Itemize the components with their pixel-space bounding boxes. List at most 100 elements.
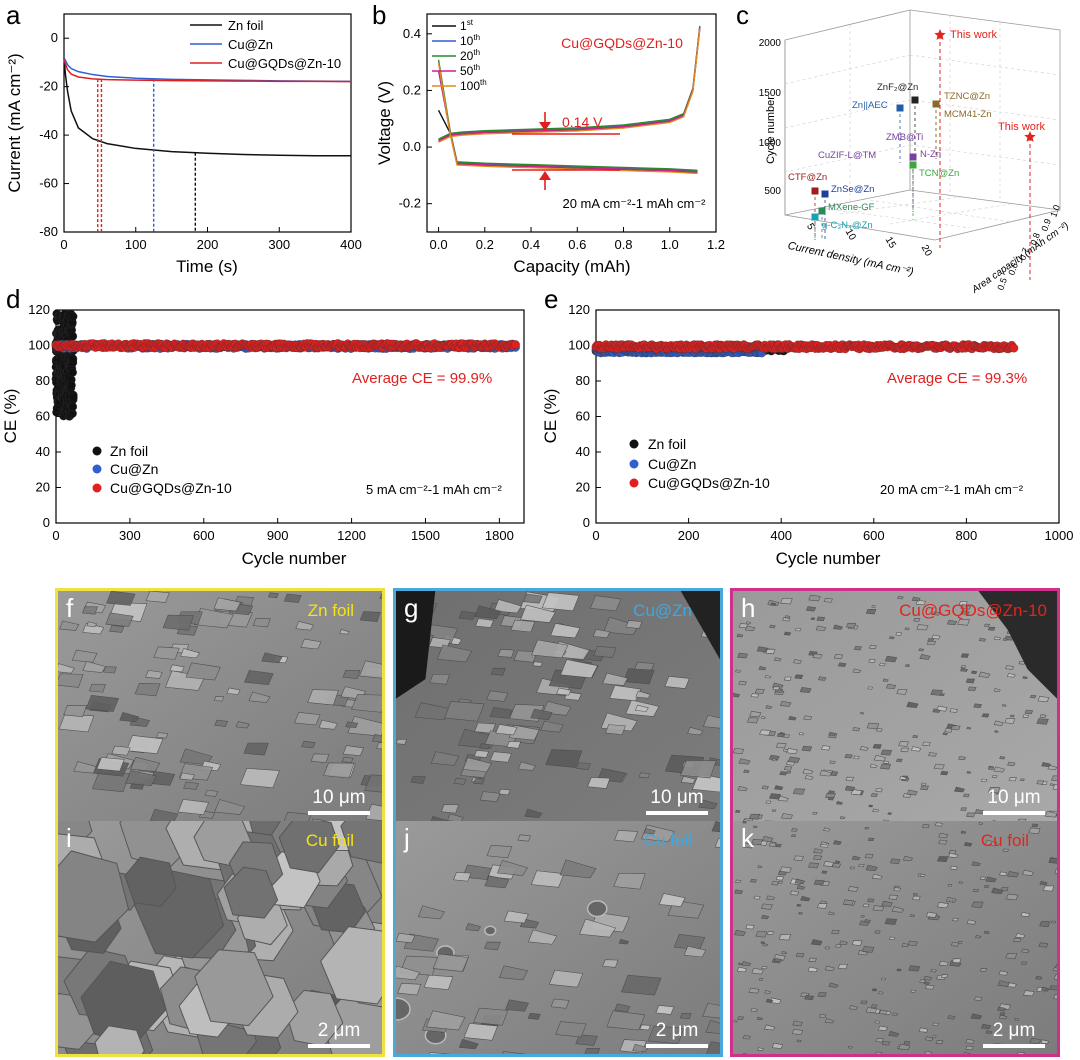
- scale-bar: 2 μm: [646, 1020, 708, 1048]
- legend-cu-gqds-zn: Cu@GQDs@Zn-10: [648, 475, 770, 491]
- x-tick-label: 300: [119, 528, 141, 543]
- z-tick-label: 1500: [759, 88, 782, 99]
- y-tick-label: 0.9: [1039, 217, 1053, 232]
- x-tick-label: 400: [770, 528, 792, 543]
- condition-label: 20 mA cm⁻²-1 mAh cm⁻²: [880, 482, 1024, 497]
- z-tick-label: 2000: [759, 38, 782, 49]
- x-tick-label: 200: [678, 528, 700, 543]
- sem-image-i: i Cu foil 2 μm: [55, 821, 385, 1057]
- point-label: This work: [998, 121, 1046, 133]
- sem-image-k: k Cu foil 2 μm: [730, 821, 1060, 1057]
- sem-sample-label: Cu@Zn: [633, 601, 692, 620]
- panel-letter-e: e: [544, 284, 559, 314]
- y-tick-label: 1.0: [1048, 203, 1062, 218]
- panel-letter-b: b: [372, 0, 387, 30]
- panel-letter-f: f: [66, 593, 74, 623]
- y-tick-label: -40: [39, 127, 58, 142]
- sample-label: Cu@GQDs@Zn-10: [561, 35, 683, 51]
- point-label: ZnF₂@Zn: [877, 82, 918, 93]
- panel-letter-a: a: [6, 0, 21, 30]
- y-tick-label: 60: [36, 409, 50, 424]
- series-2: [51, 339, 520, 353]
- sem-sample-label: Cu foil: [305, 831, 354, 850]
- x-tick-label: 1500: [411, 528, 440, 543]
- overpotential-arrows: [512, 112, 620, 190]
- x-tick-label: 0.8: [614, 237, 632, 252]
- point-marker: [811, 187, 819, 195]
- x-tick-label: 0.6: [568, 237, 586, 252]
- scale-bar: 10 μm: [646, 787, 708, 815]
- sem-image-h: h Cu@GQDs@Zn-10 10 μm: [730, 588, 1060, 821]
- x-tick-label: 0.2: [476, 237, 494, 252]
- y-axis-label: CE (%): [1, 389, 20, 444]
- y-tick-label: 20: [576, 480, 590, 495]
- point-marker: [909, 161, 917, 169]
- x-axis-label: Capacity (mAh): [513, 257, 630, 276]
- scale-bar: 10 μm: [983, 787, 1045, 815]
- y-axis-label: Voltage (V): [375, 81, 394, 165]
- x-tick-label: 0: [52, 528, 59, 543]
- point-marker: [818, 207, 826, 215]
- legend: Zn foil Cu@Zn Cu@GQDs@Zn-10: [629, 436, 770, 491]
- 3d-grid: [784, 15, 1061, 229]
- sem-sample-label: Cu@GQDs@Zn-10: [899, 601, 1047, 620]
- y-tick-label: -0.2: [399, 196, 421, 211]
- scale-bar-label: 2 μm: [317, 1020, 361, 1041]
- star-marker: [934, 29, 946, 40]
- legend-cu-zn: Cu@Zn: [648, 456, 696, 472]
- scale-bar: 10 μm: [308, 787, 370, 815]
- y-tick-label: 0.8: [1028, 231, 1042, 246]
- x-axis-label: Cycle number: [776, 549, 881, 568]
- average-ce-label: Average CE = 99.9%: [352, 370, 492, 387]
- x-tick-label: 1.0: [661, 237, 679, 252]
- point-label: This work: [950, 29, 998, 41]
- scale-bar-label: 10 μm: [987, 787, 1041, 808]
- x-tick-label: 0.0: [430, 237, 448, 252]
- legend-cu-zn: Cu@Zn: [228, 37, 273, 52]
- panel-letter-i: i: [66, 823, 72, 853]
- x-axis-label: Cycle number: [242, 549, 347, 568]
- x-tick-label: 1.2: [707, 237, 725, 252]
- panel-letter-j: j: [404, 823, 410, 853]
- condition-label: 20 mA cm⁻²-1 mAh cm⁻²: [562, 196, 706, 211]
- y-tick-label: 80: [576, 373, 590, 388]
- y-tick-label: 20: [36, 480, 50, 495]
- panel-letter-h: h: [741, 593, 756, 623]
- legend: Zn foil Cu@Zn Cu@GQDs@Zn-10: [92, 443, 232, 496]
- point-label: CTF@Zn: [788, 172, 827, 183]
- condition-label: 5 mA cm⁻²-1 mAh cm⁻²: [366, 482, 502, 497]
- series-2: [591, 340, 1019, 354]
- y-tick-label: -60: [39, 176, 58, 191]
- point-label: g-C₃N₄@Zn: [822, 220, 873, 231]
- point-label: ZMB@Ti: [886, 132, 923, 143]
- x-tick-label: 0: [592, 528, 599, 543]
- x-tick-label: 1800: [485, 528, 514, 543]
- x-tick-label: 900: [267, 528, 289, 543]
- legend: Zn foil Cu@Zn Cu@GQDs@Zn-10: [190, 18, 341, 71]
- panel-letter-d: d: [6, 284, 21, 314]
- point-label: CuZIF-L@TM: [818, 150, 876, 161]
- overpotential-label: 0.14 V: [562, 114, 603, 130]
- legend-cu-zn: Cu@Zn: [110, 461, 158, 477]
- legend-zn-foil: Zn foil: [228, 18, 264, 33]
- point-marker: [932, 100, 940, 108]
- y-tick-label: 0.0: [403, 139, 421, 154]
- y-tick-label: 0: [43, 515, 50, 530]
- y-tick-label: 60: [576, 409, 590, 424]
- point-marker: [896, 104, 904, 112]
- point-label: TZNC@Zn: [944, 91, 990, 102]
- y-tick-label: 120: [28, 302, 50, 317]
- stripping-curve-100th: [438, 28, 701, 143]
- series-line-2: [63, 59, 352, 83]
- y-tick-label: 120: [568, 302, 590, 317]
- legend-zn-foil: Zn foil: [110, 443, 148, 459]
- y-tick-label: 0: [51, 30, 58, 45]
- x-tick-label: 5: [804, 222, 817, 233]
- average-ce-label: Average CE = 99.3%: [887, 370, 1027, 387]
- point-label: TCN@Zn: [919, 168, 959, 179]
- x-tick-label: 10: [843, 227, 858, 243]
- point-label: ZnSe@Zn: [831, 184, 874, 195]
- chart-3d-comparison: 2000 1500 1000 500 5 10 15 20 0.50.60.70.80.91.0…: [759, 9, 1071, 296]
- x-tick-label: 1000: [1045, 528, 1074, 543]
- panel-letter-k: k: [741, 823, 754, 853]
